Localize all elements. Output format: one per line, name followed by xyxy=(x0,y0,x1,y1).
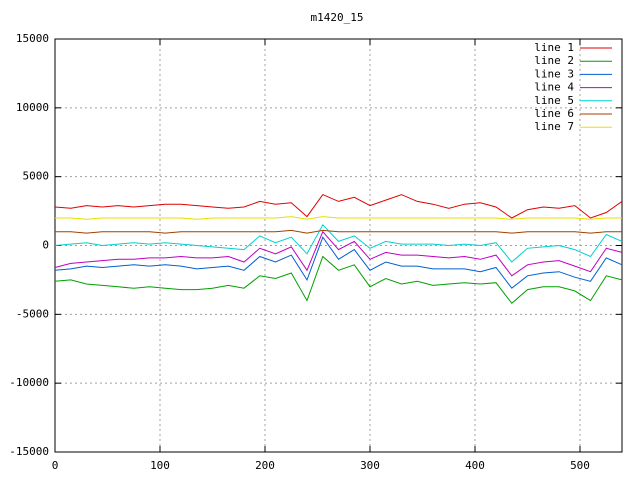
series-line xyxy=(54,255,623,305)
series-line xyxy=(54,223,623,263)
legend-label: line 1 xyxy=(534,41,574,54)
legend-label: line 4 xyxy=(534,81,574,94)
x-tick-label: 100 xyxy=(150,459,170,472)
series-line xyxy=(54,230,623,277)
chart-title: m1420_15 xyxy=(311,11,364,24)
series-line xyxy=(54,236,623,289)
y-tick-label: -15000 xyxy=(9,445,49,458)
legend-label: line 2 xyxy=(534,54,574,67)
y-tick-label: -10000 xyxy=(9,376,49,389)
x-tick-label: 500 xyxy=(570,459,590,472)
x-tick-label: 0 xyxy=(52,459,59,472)
y-tick-label: 10000 xyxy=(16,101,49,114)
legend-label: line 6 xyxy=(534,107,574,120)
legend-label: line 5 xyxy=(534,94,574,107)
y-tick-label: 15000 xyxy=(16,32,49,45)
y-tick-label: 5000 xyxy=(23,170,50,183)
legend-label: line 7 xyxy=(534,120,574,133)
y-tick-label: 0 xyxy=(42,239,49,252)
x-tick-label: 300 xyxy=(360,459,380,472)
y-tick-label: -5000 xyxy=(16,307,49,320)
series-line xyxy=(55,216,622,220)
series-line xyxy=(55,229,622,234)
legend-label: line 3 xyxy=(534,67,574,80)
series-line xyxy=(54,193,623,219)
x-tick-label: 400 xyxy=(465,459,485,472)
x-tick-label: 200 xyxy=(255,459,275,472)
